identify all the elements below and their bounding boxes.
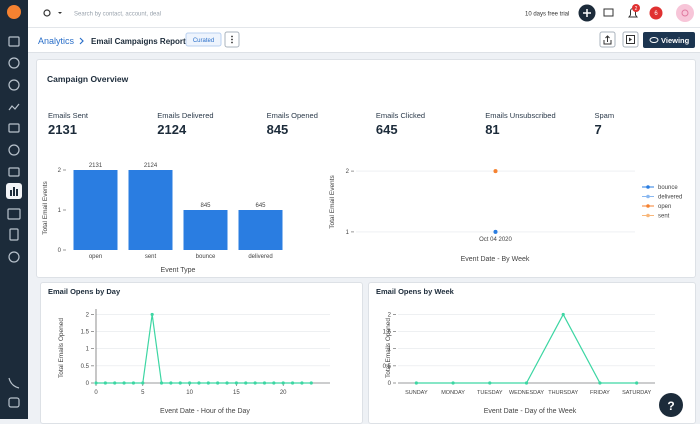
x-tick-label: THURSDAY — [548, 390, 578, 396]
x-tick-label: Oct 04 2020 — [479, 237, 512, 243]
legend-marker — [646, 185, 650, 189]
bar-label: 645 — [255, 203, 266, 209]
x-tick-label: delivered — [248, 254, 272, 260]
x-tick-label: 15 — [233, 390, 240, 396]
point — [525, 381, 528, 384]
y-tick-label: 1.5 — [81, 330, 90, 336]
x-tick-label: MONDAY — [441, 390, 465, 396]
legend-marker — [646, 214, 650, 218]
y-tick-label: 0 — [388, 381, 392, 387]
x-axis-title: Event Date - Day of the Week — [484, 408, 577, 415]
point — [282, 381, 285, 384]
legend-label: open — [658, 204, 671, 210]
y-axis-title: Total Emails Opened — [58, 318, 65, 378]
x-tick-label: 10 — [186, 390, 193, 396]
x-tick-label: bounce — [196, 254, 216, 260]
point — [104, 381, 107, 384]
chart-title: Email Opens by Week — [376, 287, 455, 296]
point — [197, 381, 200, 384]
point — [151, 313, 154, 316]
point — [132, 381, 135, 384]
point — [488, 381, 491, 384]
point — [415, 381, 418, 384]
y-tick-label: 0 — [58, 248, 62, 254]
x-axis-title: Event Type — [161, 267, 196, 274]
point — [300, 381, 303, 384]
y-tick-label: 1 — [58, 208, 62, 214]
legend-marker — [646, 195, 650, 199]
bar — [184, 210, 228, 250]
point — [216, 381, 219, 384]
point — [207, 381, 210, 384]
bar — [74, 170, 118, 250]
y-axis-title: Total Email Events — [42, 181, 49, 235]
point — [494, 230, 498, 234]
point — [244, 381, 247, 384]
bar — [239, 210, 283, 250]
y-tick-label: 2 — [58, 168, 62, 174]
x-tick-label: 20 — [280, 390, 287, 396]
x-tick-label: FRIDAY — [590, 390, 610, 396]
legend-label: delivered — [658, 195, 682, 201]
legend-marker — [646, 204, 650, 208]
point — [113, 381, 116, 384]
x-tick-label: 5 — [141, 390, 145, 396]
bar-label: 2131 — [89, 163, 103, 169]
y-tick-label: 2 — [388, 312, 392, 318]
point — [310, 381, 313, 384]
point — [494, 169, 498, 173]
bar-label: 2124 — [144, 163, 158, 169]
point — [169, 381, 172, 384]
point — [451, 381, 454, 384]
point — [291, 381, 294, 384]
point — [562, 313, 565, 316]
x-tick-label: TUESDAY — [477, 390, 503, 396]
point — [122, 381, 125, 384]
y-tick-label: 1 — [86, 347, 90, 353]
y-tick-label: 0.5 — [81, 364, 90, 370]
point — [254, 381, 257, 384]
x-tick-label: WEDNESDAY — [509, 390, 544, 396]
chart-title: Email Opens by Day — [48, 287, 121, 296]
point — [598, 381, 601, 384]
bar-label: 845 — [200, 203, 211, 209]
point — [263, 381, 266, 384]
x-axis-title: Event Date - By Week — [461, 256, 530, 263]
point — [160, 381, 163, 384]
point — [225, 381, 228, 384]
x-tick-label: sent — [145, 254, 157, 260]
y-tick-label: 2 — [86, 312, 90, 318]
y-tick-label: 0 — [86, 381, 90, 387]
point — [179, 381, 182, 384]
x-tick-label: SUNDAY — [405, 390, 428, 396]
bar — [129, 170, 173, 250]
point — [94, 381, 97, 384]
x-tick-label: SATURDAY — [622, 390, 651, 396]
x-tick-label: open — [89, 254, 102, 260]
y-tick-label: 1 — [346, 230, 350, 236]
y-axis-title: Total Emails Opened — [385, 318, 392, 378]
legend-label: sent — [658, 214, 670, 220]
point — [635, 381, 638, 384]
y-axis-title: Total Email Events — [329, 175, 336, 229]
legend-label: bounce — [658, 185, 678, 191]
point — [272, 381, 275, 384]
point — [141, 381, 144, 384]
point — [235, 381, 238, 384]
point — [188, 381, 191, 384]
x-tick-label: 0 — [94, 390, 98, 396]
x-axis-title: Event Date - Hour of the Day — [160, 408, 250, 415]
help-icon: ? — [667, 399, 674, 413]
y-tick-label: 2 — [346, 169, 350, 175]
